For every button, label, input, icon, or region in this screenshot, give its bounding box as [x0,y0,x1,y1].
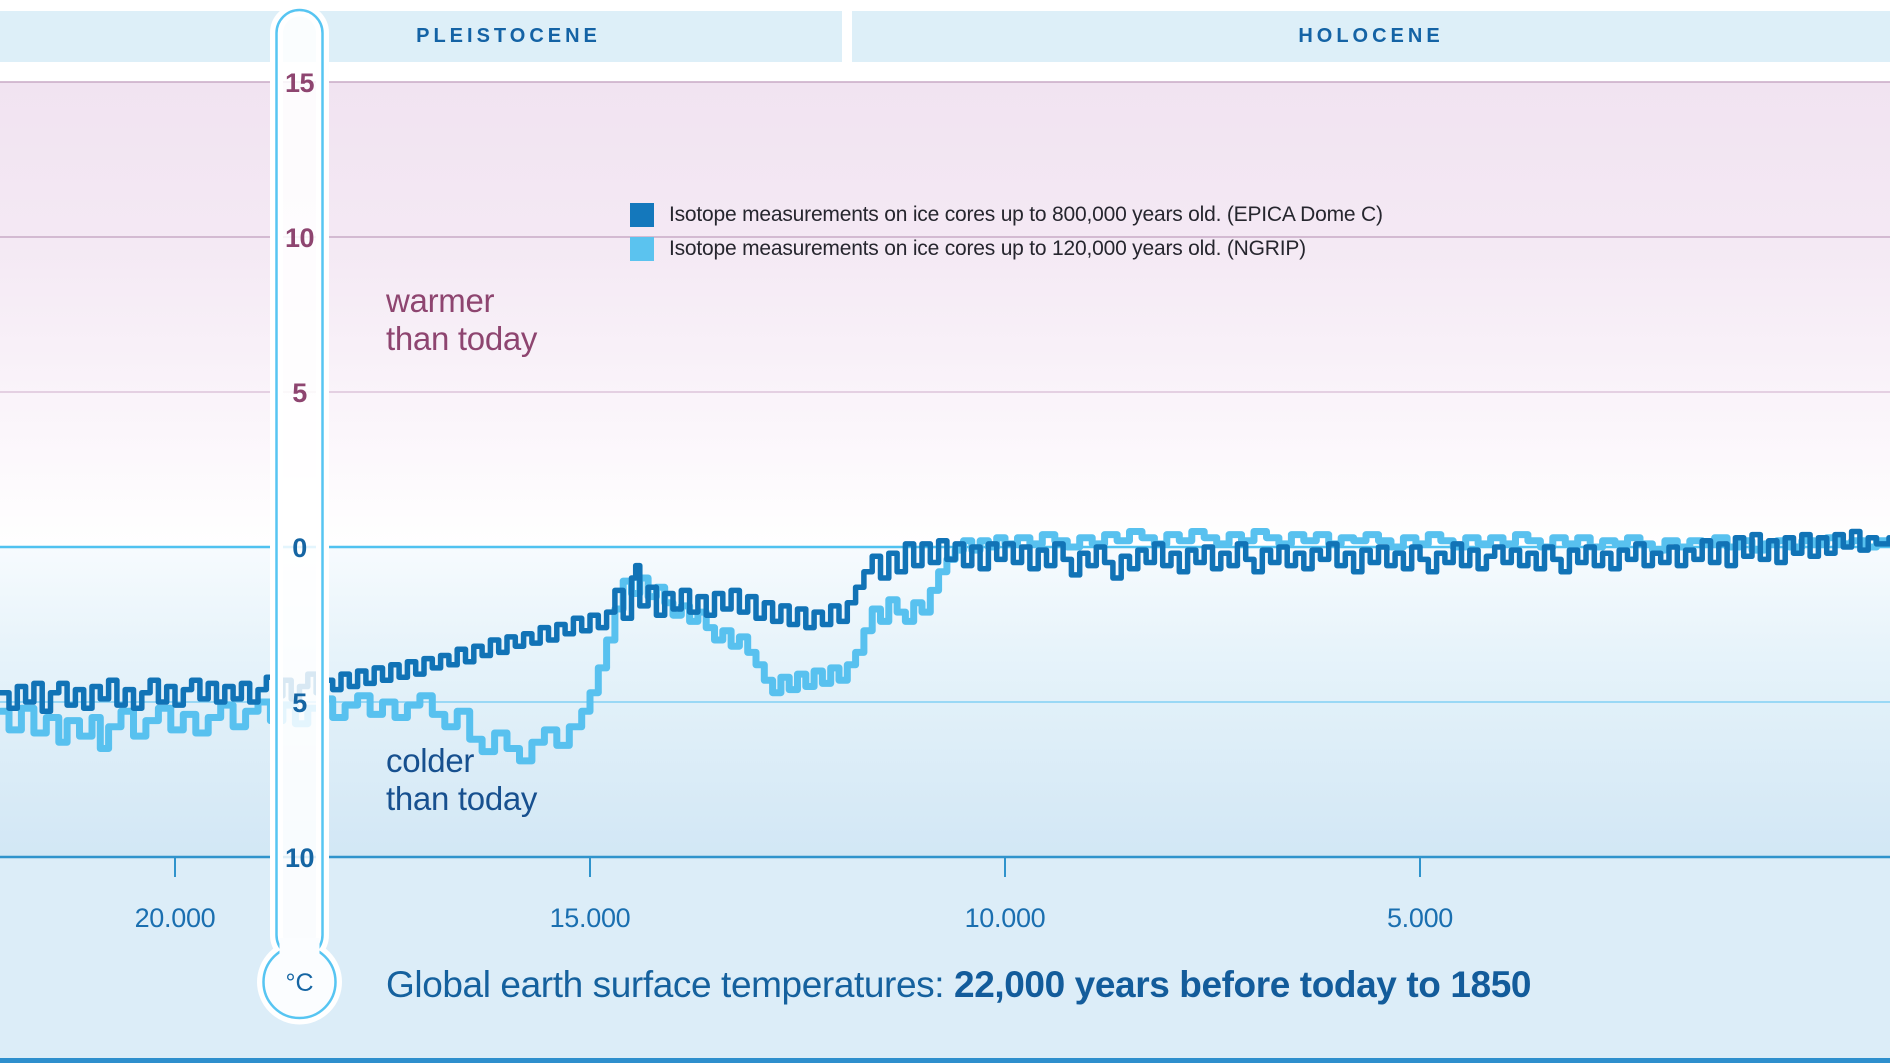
chart-title-bold: 22,000 years before today to 1850 [954,964,1532,1005]
pleistocene-band [0,11,842,62]
legend-label-ngrip: Isotope measurements on ice cores up to … [669,237,1306,260]
ngrip-swatch-icon [630,237,654,261]
thermo-scale-15: 15 [284,68,315,98]
holocene-label: HOLOCENE [1298,25,1444,47]
thermo-scale-0: 0 [292,533,307,563]
epica-swatch-icon [630,203,654,227]
thermo-scale-5: 5 [292,378,307,408]
epoch-band-holocene: HOLOCENE [852,11,1890,62]
holocene-band [852,11,1890,62]
thermometer-tube [275,8,324,960]
warmer-line2: than today [386,320,538,357]
thermo-scale-10: 10 [284,223,315,253]
chart-legend: Isotope measurements on ice cores up to … [630,203,1383,271]
chart-title-regular: Global earth surface temperatures: [386,964,955,1005]
colder-annotation: colder than today [386,742,537,818]
x-label-20000: 20.000 [134,903,216,933]
celsius-unit-label: °C [285,969,314,997]
x-label-5000: 5.000 [1386,903,1454,933]
colder-line2: than today [386,780,538,817]
thermo-scale--5: 5 [292,688,307,718]
legend-row-epica: Isotope measurements on ice cores up to … [630,203,1383,227]
colder-line1: colder [386,742,475,779]
thermometer [257,3,342,1025]
legend-label-epica: Isotope measurements on ice cores up to … [669,203,1383,226]
thermometer-joint [279,938,320,962]
legend-row-ngrip: Isotope measurements on ice cores up to … [630,237,1383,261]
x-label-15000: 15.000 [549,903,631,933]
bottom-bar [0,1058,1890,1063]
thermo-scale--10: 10 [284,843,315,873]
warmer-annotation: warmer than today [386,282,537,358]
epoch-band-pleistocene: PLEISTOCENE [175,11,842,62]
pleistocene-label: PLEISTOCENE [416,25,601,47]
chart-title: Global earth surface temperatures: 22,00… [386,964,1531,1006]
x-label-10000: 10.000 [964,903,1046,933]
x-axis-ticks [174,857,1421,877]
series-line-ngrip [0,528,1890,765]
warmer-line1: warmer [386,282,495,319]
